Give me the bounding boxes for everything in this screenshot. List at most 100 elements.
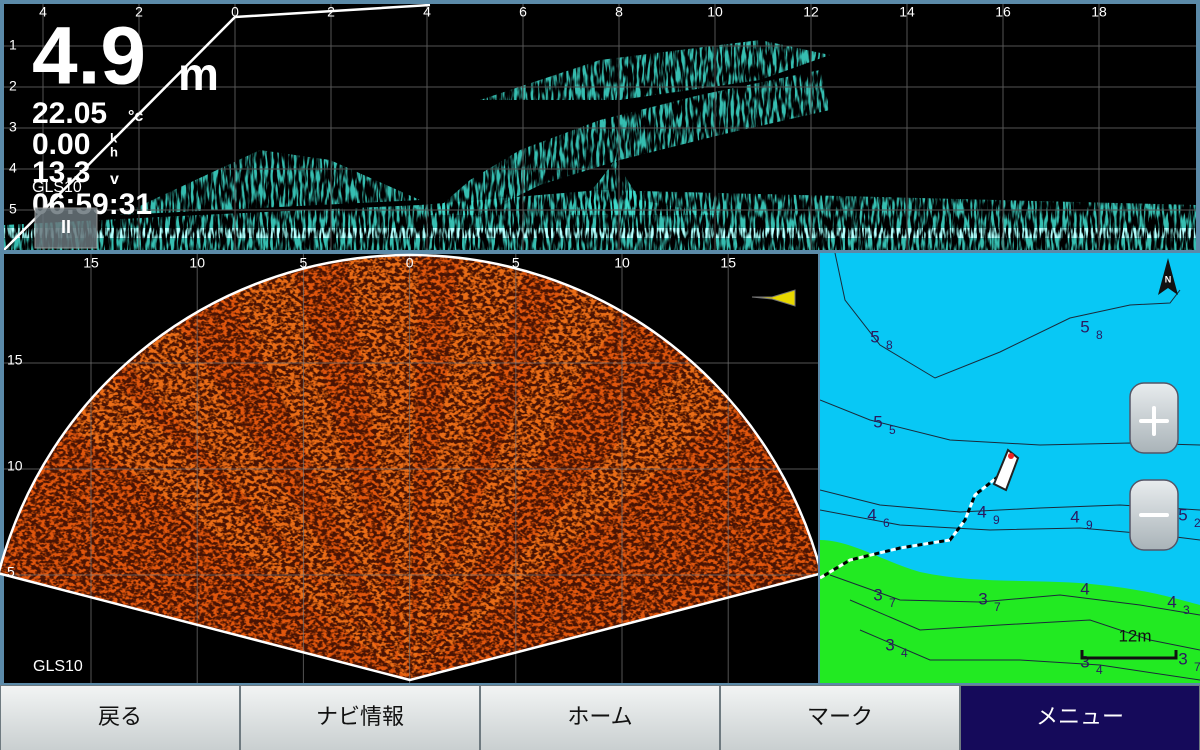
y-tick-label: 3 xyxy=(9,119,17,135)
contour-label-sub: 3 xyxy=(1183,603,1190,617)
x-tick-label: 15 xyxy=(720,255,736,271)
x-tick-label: 18 xyxy=(1091,4,1107,20)
fan-outline xyxy=(0,253,823,682)
contour-label: 4 xyxy=(867,505,876,524)
fan-beam xyxy=(233,271,410,680)
x-tick-label: 0 xyxy=(231,4,239,20)
fan-beam xyxy=(346,255,419,680)
contour-label: 4 xyxy=(1080,579,1089,598)
x-tick-label: 5 xyxy=(512,255,520,271)
contour-label: 3 xyxy=(1080,652,1089,671)
echo xyxy=(430,70,830,215)
x-tick-label: 14 xyxy=(899,4,915,20)
speed-unit: k xyxy=(110,130,118,145)
y-tick-label: 5 xyxy=(7,564,15,580)
contour-label: 3 xyxy=(873,585,882,604)
echo xyxy=(120,150,420,215)
contour-label: 4 xyxy=(1167,592,1176,611)
x-tick-label: 5 xyxy=(300,255,308,271)
y-tick-label: 4 xyxy=(9,160,17,176)
contour-label-sub: 6 xyxy=(883,516,890,530)
nav-button[interactable] xyxy=(241,686,479,750)
x-tick-label: 4 xyxy=(423,4,431,20)
temperature: 22.05 xyxy=(32,97,107,130)
bottom-echo xyxy=(4,228,1196,238)
y-tick-label: 15 xyxy=(7,352,23,368)
fan-beam xyxy=(410,360,736,680)
contour-label: 5 xyxy=(1080,317,1089,336)
contour-label-sub: 7 xyxy=(889,596,896,610)
y-tick-label: 5 xyxy=(9,201,17,217)
nav-button-label: マーク xyxy=(807,704,873,729)
fan-beam xyxy=(69,377,410,680)
contour-label: 3 xyxy=(885,635,894,654)
scale-label: 12m xyxy=(1118,626,1151,645)
x-tick-label: 4 xyxy=(39,4,47,20)
transducer-icon xyxy=(751,289,796,307)
speed: 0.00 xyxy=(32,128,90,161)
contour-label-sub: 4 xyxy=(1096,663,1103,677)
voltage: 13.3 xyxy=(32,156,90,189)
x-tick-label: 10 xyxy=(707,4,723,20)
source-label: GLS10 xyxy=(32,179,82,196)
x-tick-label: 10 xyxy=(189,255,205,271)
nav-button[interactable] xyxy=(721,686,959,750)
x-tick-label: 8 xyxy=(615,4,623,20)
pause-icon: II xyxy=(61,217,71,237)
echo xyxy=(570,160,720,215)
x-tick-label: 2 xyxy=(135,4,143,20)
depth-contour xyxy=(859,629,1200,681)
divider xyxy=(818,253,820,683)
x-tick-label: 12 xyxy=(803,4,819,20)
temperature-unit: °c xyxy=(128,108,143,125)
scale-bar xyxy=(1080,650,1178,660)
contour-label-sub: 8 xyxy=(886,338,893,352)
contour-label: 5 xyxy=(870,327,879,346)
x-tick-label: 6 xyxy=(519,4,527,20)
nav-button-label: ホーム xyxy=(567,704,632,729)
contour-label: 5 xyxy=(873,412,882,431)
nav-button-label: メニュー xyxy=(1036,704,1124,729)
x-tick-label: 15 xyxy=(83,255,99,271)
y-tick-label: 10 xyxy=(7,458,23,474)
nav-button[interactable] xyxy=(481,686,719,750)
contour-label-sub: 8 xyxy=(1096,328,1103,342)
nav-button[interactable] xyxy=(1,686,239,750)
track-shadow xyxy=(820,473,1001,580)
depth: 4.9 xyxy=(32,11,146,102)
contour-label-sub: 5 xyxy=(889,423,896,437)
nav-button-label: ナビ情報 xyxy=(316,704,404,729)
x-tick-label: 16 xyxy=(995,4,1011,20)
contour-label: 3 xyxy=(1178,649,1187,668)
y-tick-label: 1 xyxy=(9,37,17,53)
nav-button-label: 戻る xyxy=(98,704,142,729)
echo xyxy=(480,40,830,100)
source-label: GLS10 xyxy=(33,658,83,675)
zoom-icon xyxy=(1139,406,1169,436)
voltage-unit: v xyxy=(110,171,119,188)
boat-light xyxy=(1008,453,1014,459)
y-tick-label: 2 xyxy=(9,78,17,94)
x-tick-label: 10 xyxy=(614,255,630,271)
contour-label: 3 xyxy=(978,589,987,608)
contour-label-sub: 9 xyxy=(1086,518,1093,532)
contour-label-sub: 2 xyxy=(1194,516,1200,530)
depth-contour xyxy=(849,599,1200,651)
contour-label-sub: 7 xyxy=(994,600,1001,614)
boat xyxy=(992,448,1020,492)
speed-unit: h xyxy=(110,144,118,159)
contour-label-sub: 4 xyxy=(901,646,908,660)
pause-button[interactable] xyxy=(34,207,98,249)
x-tick-label: 0 xyxy=(406,255,414,271)
livescope-panel: 15 10 5 0 5 10 15 15 10 5 GLS10 xyxy=(0,253,823,683)
contour-label: 5 xyxy=(1178,505,1187,524)
nav-button[interactable] xyxy=(961,686,1199,750)
contour-label: 4 xyxy=(977,502,986,521)
depth-unit: m xyxy=(178,48,219,100)
contour-label: 4 xyxy=(1070,507,1079,526)
contour-label-sub: 9 xyxy=(993,513,1000,527)
land xyxy=(820,540,1200,683)
